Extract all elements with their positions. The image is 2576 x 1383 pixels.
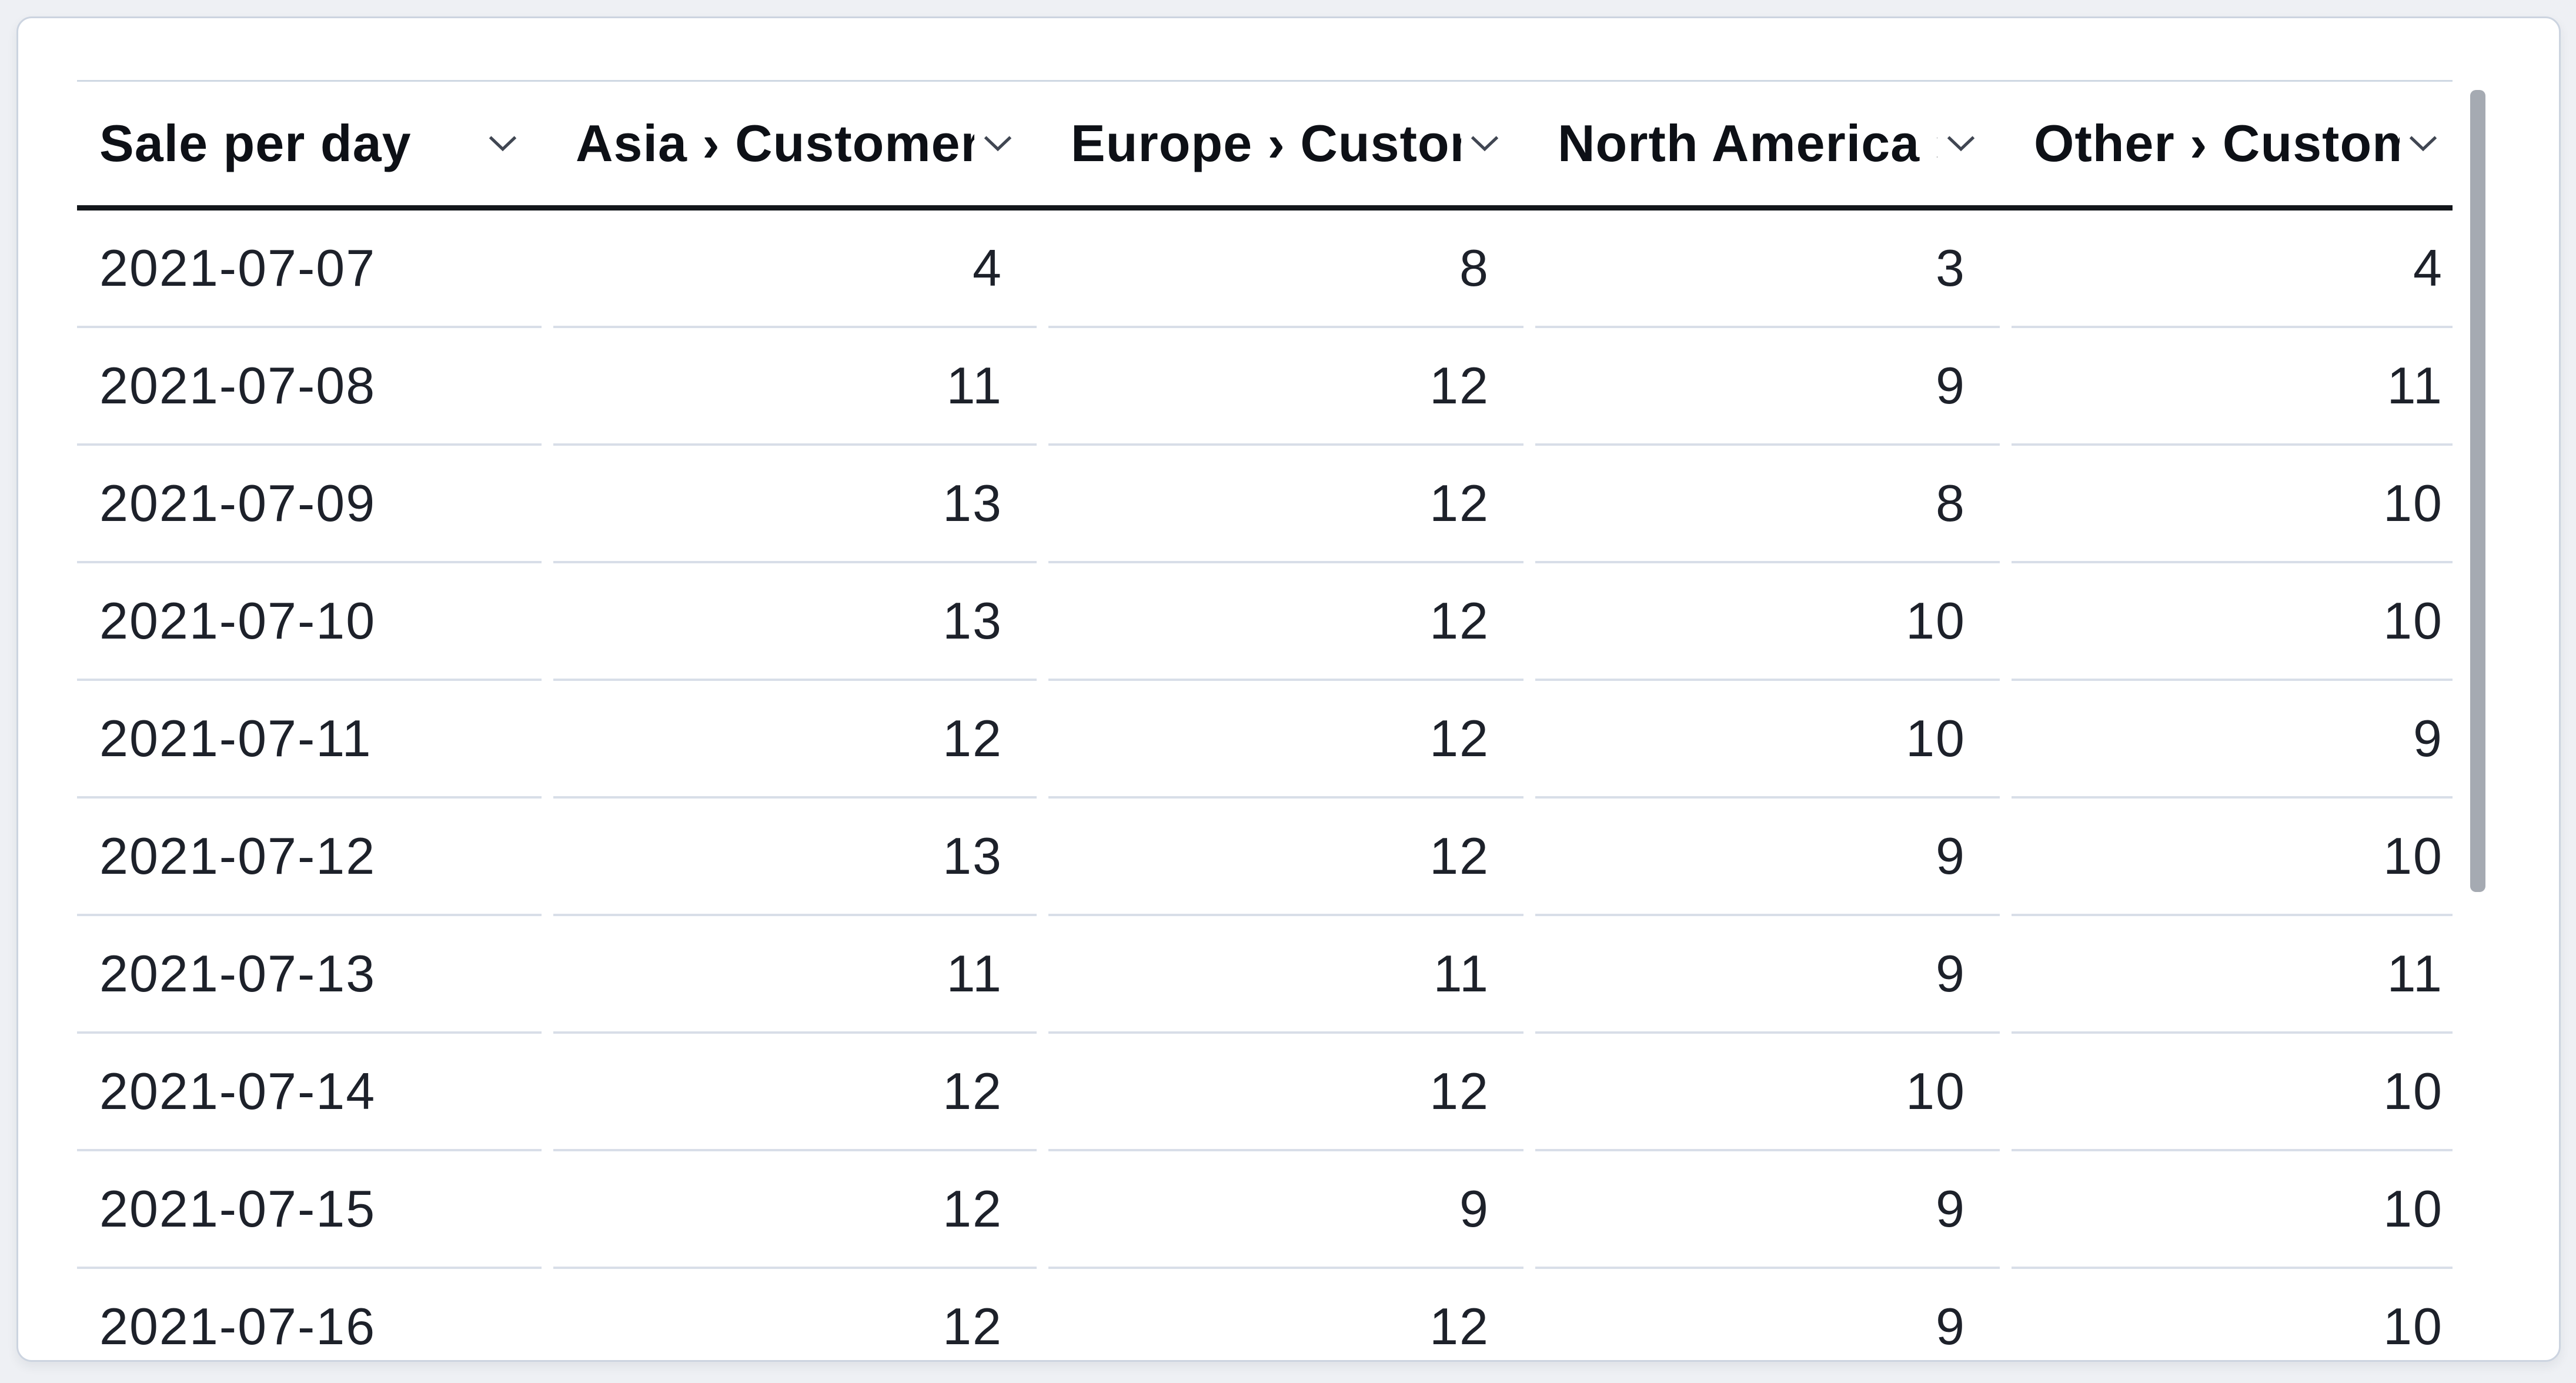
value-cell[interactable]: 9 (1535, 916, 2000, 1034)
chevron-down-icon[interactable] (1946, 135, 1976, 152)
date-cell[interactable]: 2021-07-12 (77, 799, 542, 916)
column-header-other-customers[interactable]: Other › Customers (2012, 82, 2453, 205)
table-row: 2021-07-14 12 12 10 10 (77, 1034, 2453, 1151)
vertical-scrollbar-thumb[interactable] (2470, 90, 2485, 892)
table-row: 2021-07-16 12 12 9 10 (77, 1269, 2453, 1360)
value-cell[interactable]: 13 (553, 446, 1037, 563)
date-cell[interactable]: 2021-07-08 (77, 328, 542, 446)
table-row: 2021-07-08 11 12 9 11 (77, 328, 2453, 446)
date-cell[interactable]: 2021-07-13 (77, 916, 542, 1034)
value-cell[interactable]: 4 (2012, 211, 2453, 328)
value-cell[interactable]: 12 (553, 1034, 1037, 1151)
value-cell[interactable]: 10 (2012, 1151, 2453, 1269)
value-cell[interactable]: 4 (553, 211, 1037, 328)
value-cell[interactable]: 8 (1535, 446, 2000, 563)
value-cell[interactable]: 10 (2012, 799, 2453, 916)
value-cell[interactable]: 9 (1535, 799, 2000, 916)
column-header-label: North America › Customers (1558, 114, 1937, 172)
table-row: 2021-07-11 12 12 10 9 (77, 681, 2453, 799)
value-cell[interactable]: 12 (1048, 563, 1523, 681)
column-header-europe-customers[interactable]: Europe › Customers (1048, 82, 1523, 205)
value-cell[interactable]: 11 (553, 916, 1037, 1034)
value-cell[interactable]: 11 (1048, 916, 1523, 1034)
column-header-sale-per-day[interactable]: Sale per day (77, 82, 542, 205)
value-cell[interactable]: 13 (553, 563, 1037, 681)
value-cell[interactable]: 10 (1535, 563, 2000, 681)
table-row: 2021-07-15 12 9 9 10 (77, 1151, 2453, 1269)
value-cell[interactable]: 11 (553, 328, 1037, 446)
value-cell[interactable]: 10 (2012, 1269, 2453, 1360)
value-cell[interactable]: 10 (2012, 446, 2453, 563)
value-cell[interactable]: 12 (1048, 1034, 1523, 1151)
date-cell[interactable]: 2021-07-11 (77, 681, 542, 799)
chevron-down-icon[interactable] (1469, 135, 1500, 152)
date-cell[interactable]: 2021-07-10 (77, 563, 542, 681)
value-cell[interactable]: 9 (1535, 1269, 2000, 1360)
date-cell[interactable]: 2021-07-09 (77, 446, 542, 563)
value-cell[interactable]: 11 (2012, 328, 2453, 446)
table-row: 2021-07-13 11 11 9 11 (77, 916, 2453, 1034)
value-cell[interactable]: 12 (1048, 681, 1523, 799)
table-row: 2021-07-09 13 12 8 10 (77, 446, 2453, 563)
column-header-north-america-customers[interactable]: North America › Customers (1535, 82, 2000, 205)
value-cell[interactable]: 10 (2012, 1034, 2453, 1151)
value-cell[interactable]: 13 (553, 799, 1037, 916)
value-cell[interactable]: 10 (1535, 681, 2000, 799)
value-cell[interactable]: 9 (1048, 1151, 1523, 1269)
value-cell[interactable]: 3 (1535, 211, 2000, 328)
value-cell[interactable]: 12 (1048, 328, 1523, 446)
value-cell[interactable]: 12 (553, 1269, 1037, 1360)
value-cell[interactable]: 9 (1535, 328, 2000, 446)
column-header-label: Asia › Customers (576, 114, 974, 172)
value-cell[interactable]: 11 (2012, 916, 2453, 1034)
column-header-label: Sale per day (99, 114, 412, 172)
value-cell[interactable]: 10 (2012, 563, 2453, 681)
date-cell[interactable]: 2021-07-14 (77, 1034, 542, 1151)
value-cell[interactable]: 12 (1048, 1269, 1523, 1360)
value-cell[interactable]: 12 (1048, 799, 1523, 916)
column-header-label: Other › Customers (2034, 114, 2400, 172)
value-cell[interactable]: 12 (553, 681, 1037, 799)
value-cell[interactable]: 9 (1535, 1151, 2000, 1269)
table-row: 2021-07-12 13 12 9 10 (77, 799, 2453, 916)
date-cell[interactable]: 2021-07-15 (77, 1151, 542, 1269)
column-header-label: Europe › Customers (1071, 114, 1461, 172)
table-row: 2021-07-10 13 12 10 10 (77, 563, 2453, 681)
data-table: Sale per day Asia › Customers Europe › Cus… (77, 80, 2453, 1360)
result-table-card: Sale per day Asia › Customers Europe › Cus… (16, 16, 2561, 1362)
column-header-asia-customers[interactable]: Asia › Customers (553, 82, 1037, 205)
chevron-down-icon[interactable] (983, 135, 1013, 152)
table-header-row: Sale per day Asia › Customers Europe › Cus… (77, 80, 2453, 211)
value-cell[interactable]: 9 (2012, 681, 2453, 799)
date-cell[interactable]: 2021-07-16 (77, 1269, 542, 1360)
chevron-down-icon[interactable] (2408, 135, 2438, 152)
chevron-down-icon[interactable] (487, 135, 518, 152)
table-body: 2021-07-07 4 8 3 4 2021-07-08 11 12 9 11 2021-07-0… (77, 211, 2453, 1360)
table-row: 2021-07-07 4 8 3 4 (77, 211, 2453, 328)
value-cell[interactable]: 8 (1048, 211, 1523, 328)
value-cell[interactable]: 12 (1048, 446, 1523, 563)
value-cell[interactable]: 12 (553, 1151, 1037, 1269)
date-cell[interactable]: 2021-07-07 (77, 211, 542, 328)
value-cell[interactable]: 10 (1535, 1034, 2000, 1151)
